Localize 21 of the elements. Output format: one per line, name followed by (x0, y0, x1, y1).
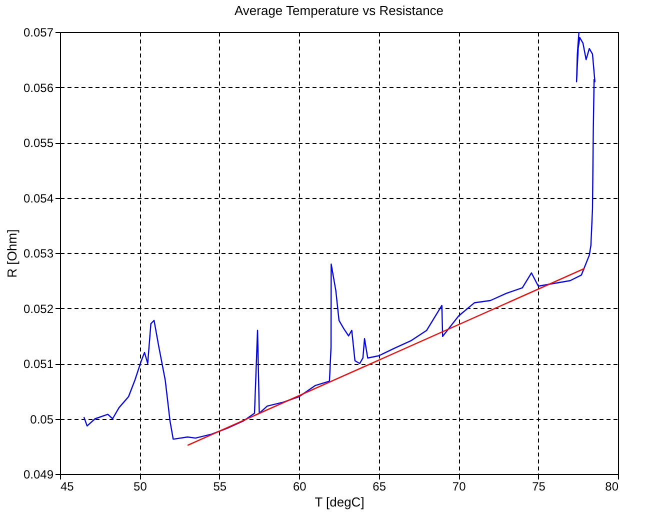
line-series (83, 32, 596, 440)
x-tick-label: 50 (134, 480, 148, 494)
y-tick-label: 0.053 (23, 246, 54, 260)
y-tick-label: 0.057 (23, 26, 54, 40)
y-tick-label: 0.055 (23, 136, 54, 150)
y-tick-label: 0.051 (23, 357, 54, 371)
x-tick-label: 75 (532, 480, 546, 494)
x-tick-label: 45 (60, 480, 74, 494)
y-tick-label: 0.054 (23, 191, 54, 206)
x-tick-label: 55 (213, 480, 227, 494)
y-tick-label: 0.05 (30, 412, 54, 426)
y-tick-label: 0.049 (23, 468, 54, 482)
chart-title: Average Temperature vs Resistance (234, 3, 444, 18)
y-tick-label: 0.052 (23, 302, 54, 316)
y-axis-title: R [Ohm] (4, 229, 20, 278)
x-tick-label: 65 (372, 480, 386, 494)
x-axis-title: T [degC] (314, 494, 364, 510)
x-tick-label: 70 (452, 480, 466, 494)
y-tick-label: 0.056 (23, 80, 54, 95)
x-tick-label: 60 (292, 480, 307, 494)
x-tick-label: 80 (605, 480, 619, 494)
